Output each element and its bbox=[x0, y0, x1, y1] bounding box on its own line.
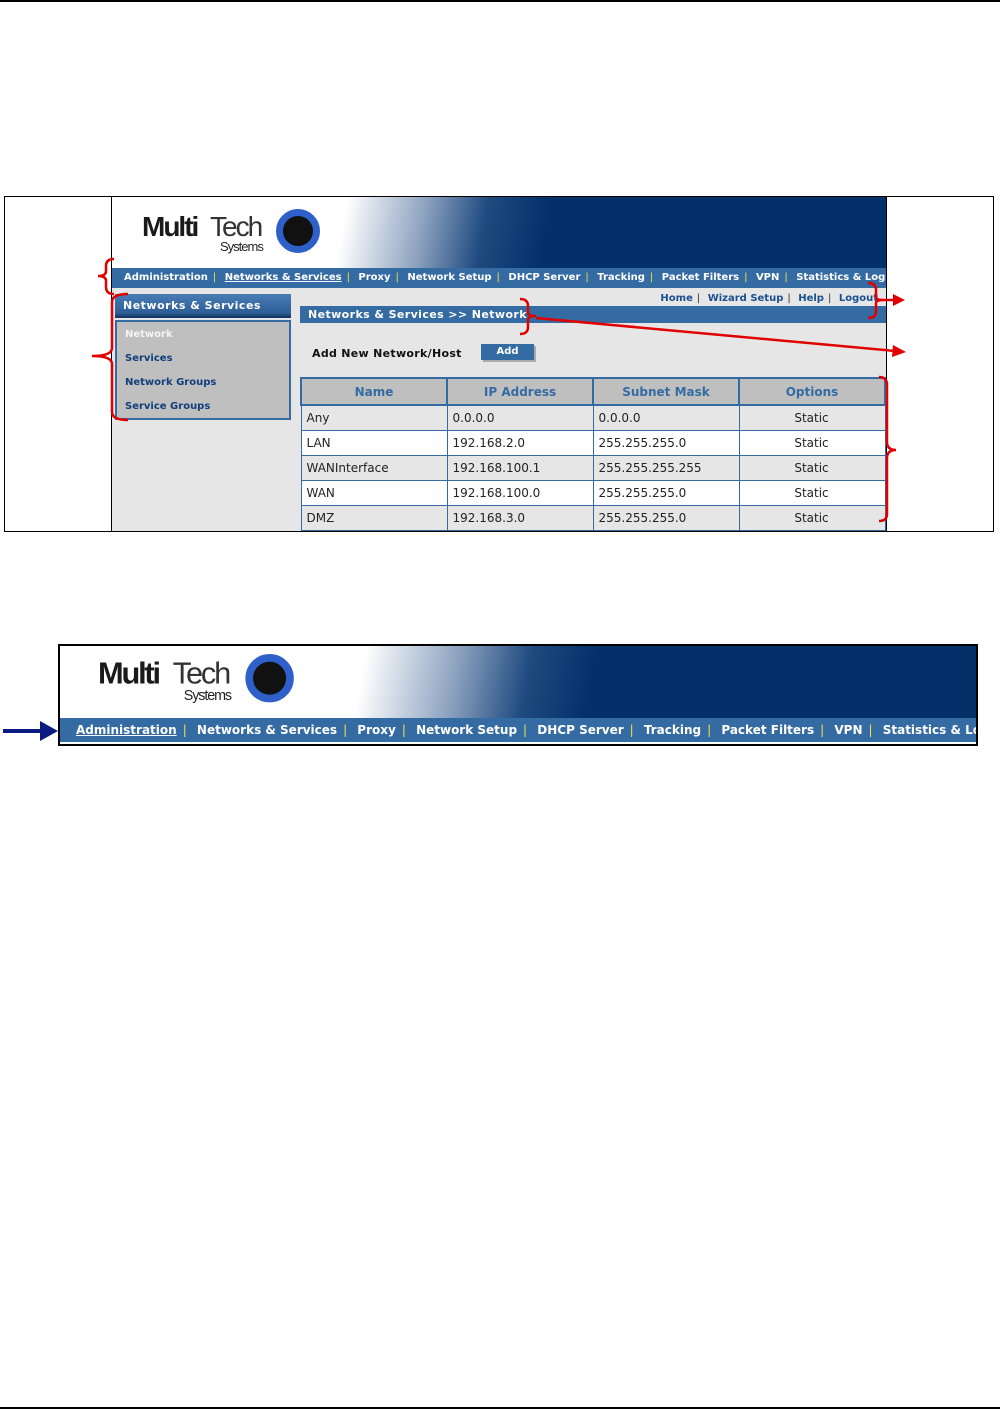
cell-options: Static bbox=[738, 480, 886, 506]
bottom-rule bbox=[0, 1407, 1000, 1409]
nav-administration[interactable]: Administration bbox=[76, 723, 177, 737]
logo-multi: Multi bbox=[142, 211, 199, 242]
cell-name: WANInterface bbox=[300, 455, 448, 481]
cell-subnet-mask: 0.0.0.0 bbox=[592, 404, 740, 431]
line-breadcrumb-arrow bbox=[535, 316, 896, 353]
arrow-head-breadcrumb bbox=[892, 345, 906, 357]
link-logout[interactable]: Logout bbox=[838, 293, 878, 304]
sidebar-title: Networks & Services bbox=[115, 294, 291, 318]
nav-network-setup[interactable]: Network Setup bbox=[416, 723, 518, 737]
sidebar-item-network-groups[interactable]: Network Groups bbox=[125, 377, 217, 388]
nav-proxy[interactable]: Proxy bbox=[358, 272, 391, 283]
brace-table bbox=[878, 375, 897, 523]
top-rule bbox=[0, 0, 1000, 2]
multitech-logo: Multi Tech Systems bbox=[142, 209, 322, 259]
logo-tech: Tech bbox=[172, 656, 231, 691]
logo-tech: Tech bbox=[210, 211, 263, 242]
nav-tracking[interactable]: Tracking bbox=[597, 272, 645, 283]
add-network-label: Add New Network/Host bbox=[312, 347, 462, 360]
multitech-logo: Multi Tech Systems bbox=[98, 654, 296, 709]
networks-services-screenshot: Multi Tech Systems Administration | Netwo… bbox=[111, 197, 887, 531]
arrow-head-top-links bbox=[893, 294, 905, 306]
sidebar-item-service-groups[interactable]: Service Groups bbox=[125, 401, 211, 412]
breadcrumb: Networks & Services >> Network bbox=[300, 306, 886, 323]
link-help[interactable]: Help bbox=[798, 293, 824, 304]
cell-subnet-mask: 255.255.255.0 bbox=[592, 505, 740, 531]
nav-networks-services[interactable]: Networks & Services bbox=[196, 723, 338, 737]
col-subnet-mask: Subnet Mask bbox=[592, 377, 740, 406]
col-ip-address: IP Address bbox=[446, 377, 594, 406]
main-nav: Administration | Networks & Services | Pro… bbox=[60, 718, 976, 742]
cell-ip-address: 192.168.3.0 bbox=[446, 505, 594, 531]
nav-vpn[interactable]: VPN bbox=[755, 272, 780, 283]
table-row: WANInterface 192.168.100.1 255.255.255.255… bbox=[300, 455, 886, 481]
table-row: Any 0.0.0.0 0.0.0.0 Static bbox=[300, 404, 886, 431]
logo-ring-icon bbox=[245, 654, 294, 703]
sidebar-item-network[interactable]: Network bbox=[125, 329, 173, 340]
add-button[interactable]: Add bbox=[481, 344, 534, 360]
header-banner: Multi Tech Systems bbox=[112, 197, 886, 268]
main-nav: Administration | Networks & Services | Pro… bbox=[112, 268, 886, 288]
sidebar-item-services[interactable]: Services bbox=[125, 353, 173, 364]
nav-packet-filters[interactable]: Packet Filters bbox=[721, 723, 815, 737]
cell-options: Static bbox=[738, 404, 886, 431]
cell-ip-address: 192.168.100.0 bbox=[446, 480, 594, 506]
nav-dhcp-server[interactable]: DHCP Server bbox=[537, 723, 624, 737]
cell-name: DMZ bbox=[300, 505, 448, 531]
nav-dhcp-server[interactable]: DHCP Server bbox=[508, 272, 581, 283]
brace-main-nav bbox=[97, 257, 115, 296]
networks-table: Name IP Address Subnet Mask Options Any 0… bbox=[300, 377, 886, 531]
figure-2-frame: Multi Tech Systems Administration | Netwo… bbox=[58, 644, 978, 746]
nav-network-setup[interactable]: Network Setup bbox=[407, 272, 492, 283]
brace-sidebar bbox=[91, 292, 129, 422]
nav-vpn[interactable]: VPN bbox=[834, 723, 863, 737]
nav-statistics-logs[interactable]: Statistics & Logs bbox=[796, 272, 887, 283]
link-wizard-setup[interactable]: Wizard Setup bbox=[707, 293, 784, 304]
cell-name: Any bbox=[300, 404, 448, 431]
logo-systems: Systems bbox=[220, 239, 264, 254]
col-options: Options bbox=[738, 377, 886, 406]
logo-systems: Systems bbox=[183, 687, 232, 704]
cell-subnet-mask: 255.255.255.255 bbox=[592, 455, 740, 481]
brace-top-links bbox=[867, 281, 885, 320]
nav-statistics-logs[interactable]: Statistics & Logs bbox=[882, 723, 976, 737]
nav-tracking[interactable]: Tracking bbox=[643, 723, 702, 737]
cell-ip-address: 192.168.2.0 bbox=[446, 430, 594, 456]
arrow-administration-icon bbox=[3, 721, 58, 741]
header-banner: Multi Tech Systems bbox=[60, 646, 976, 718]
utility-links: Home | Wizard Setup | Help | Logout bbox=[660, 293, 878, 304]
link-home[interactable]: Home bbox=[660, 293, 693, 304]
brace-breadcrumb bbox=[519, 297, 537, 336]
cell-options: Static bbox=[738, 455, 886, 481]
figure-1-frame bbox=[4, 196, 994, 532]
col-name: Name bbox=[300, 377, 448, 406]
table-row: DMZ 192.168.3.0 255.255.255.0 Static bbox=[300, 505, 886, 531]
sidebar-menu: Network Services Network Groups Service … bbox=[115, 320, 291, 420]
cell-ip-address: 0.0.0.0 bbox=[446, 404, 594, 431]
cell-options: Static bbox=[738, 505, 886, 531]
logo-ring-icon bbox=[276, 209, 320, 253]
nav-packet-filters[interactable]: Packet Filters bbox=[661, 272, 740, 283]
logo-multi: Multi bbox=[98, 656, 161, 691]
cell-options: Static bbox=[738, 430, 886, 456]
nav-administration[interactable]: Administration bbox=[124, 272, 208, 283]
nav-networks-services[interactable]: Networks & Services bbox=[224, 272, 342, 283]
nav-proxy[interactable]: Proxy bbox=[357, 723, 396, 737]
